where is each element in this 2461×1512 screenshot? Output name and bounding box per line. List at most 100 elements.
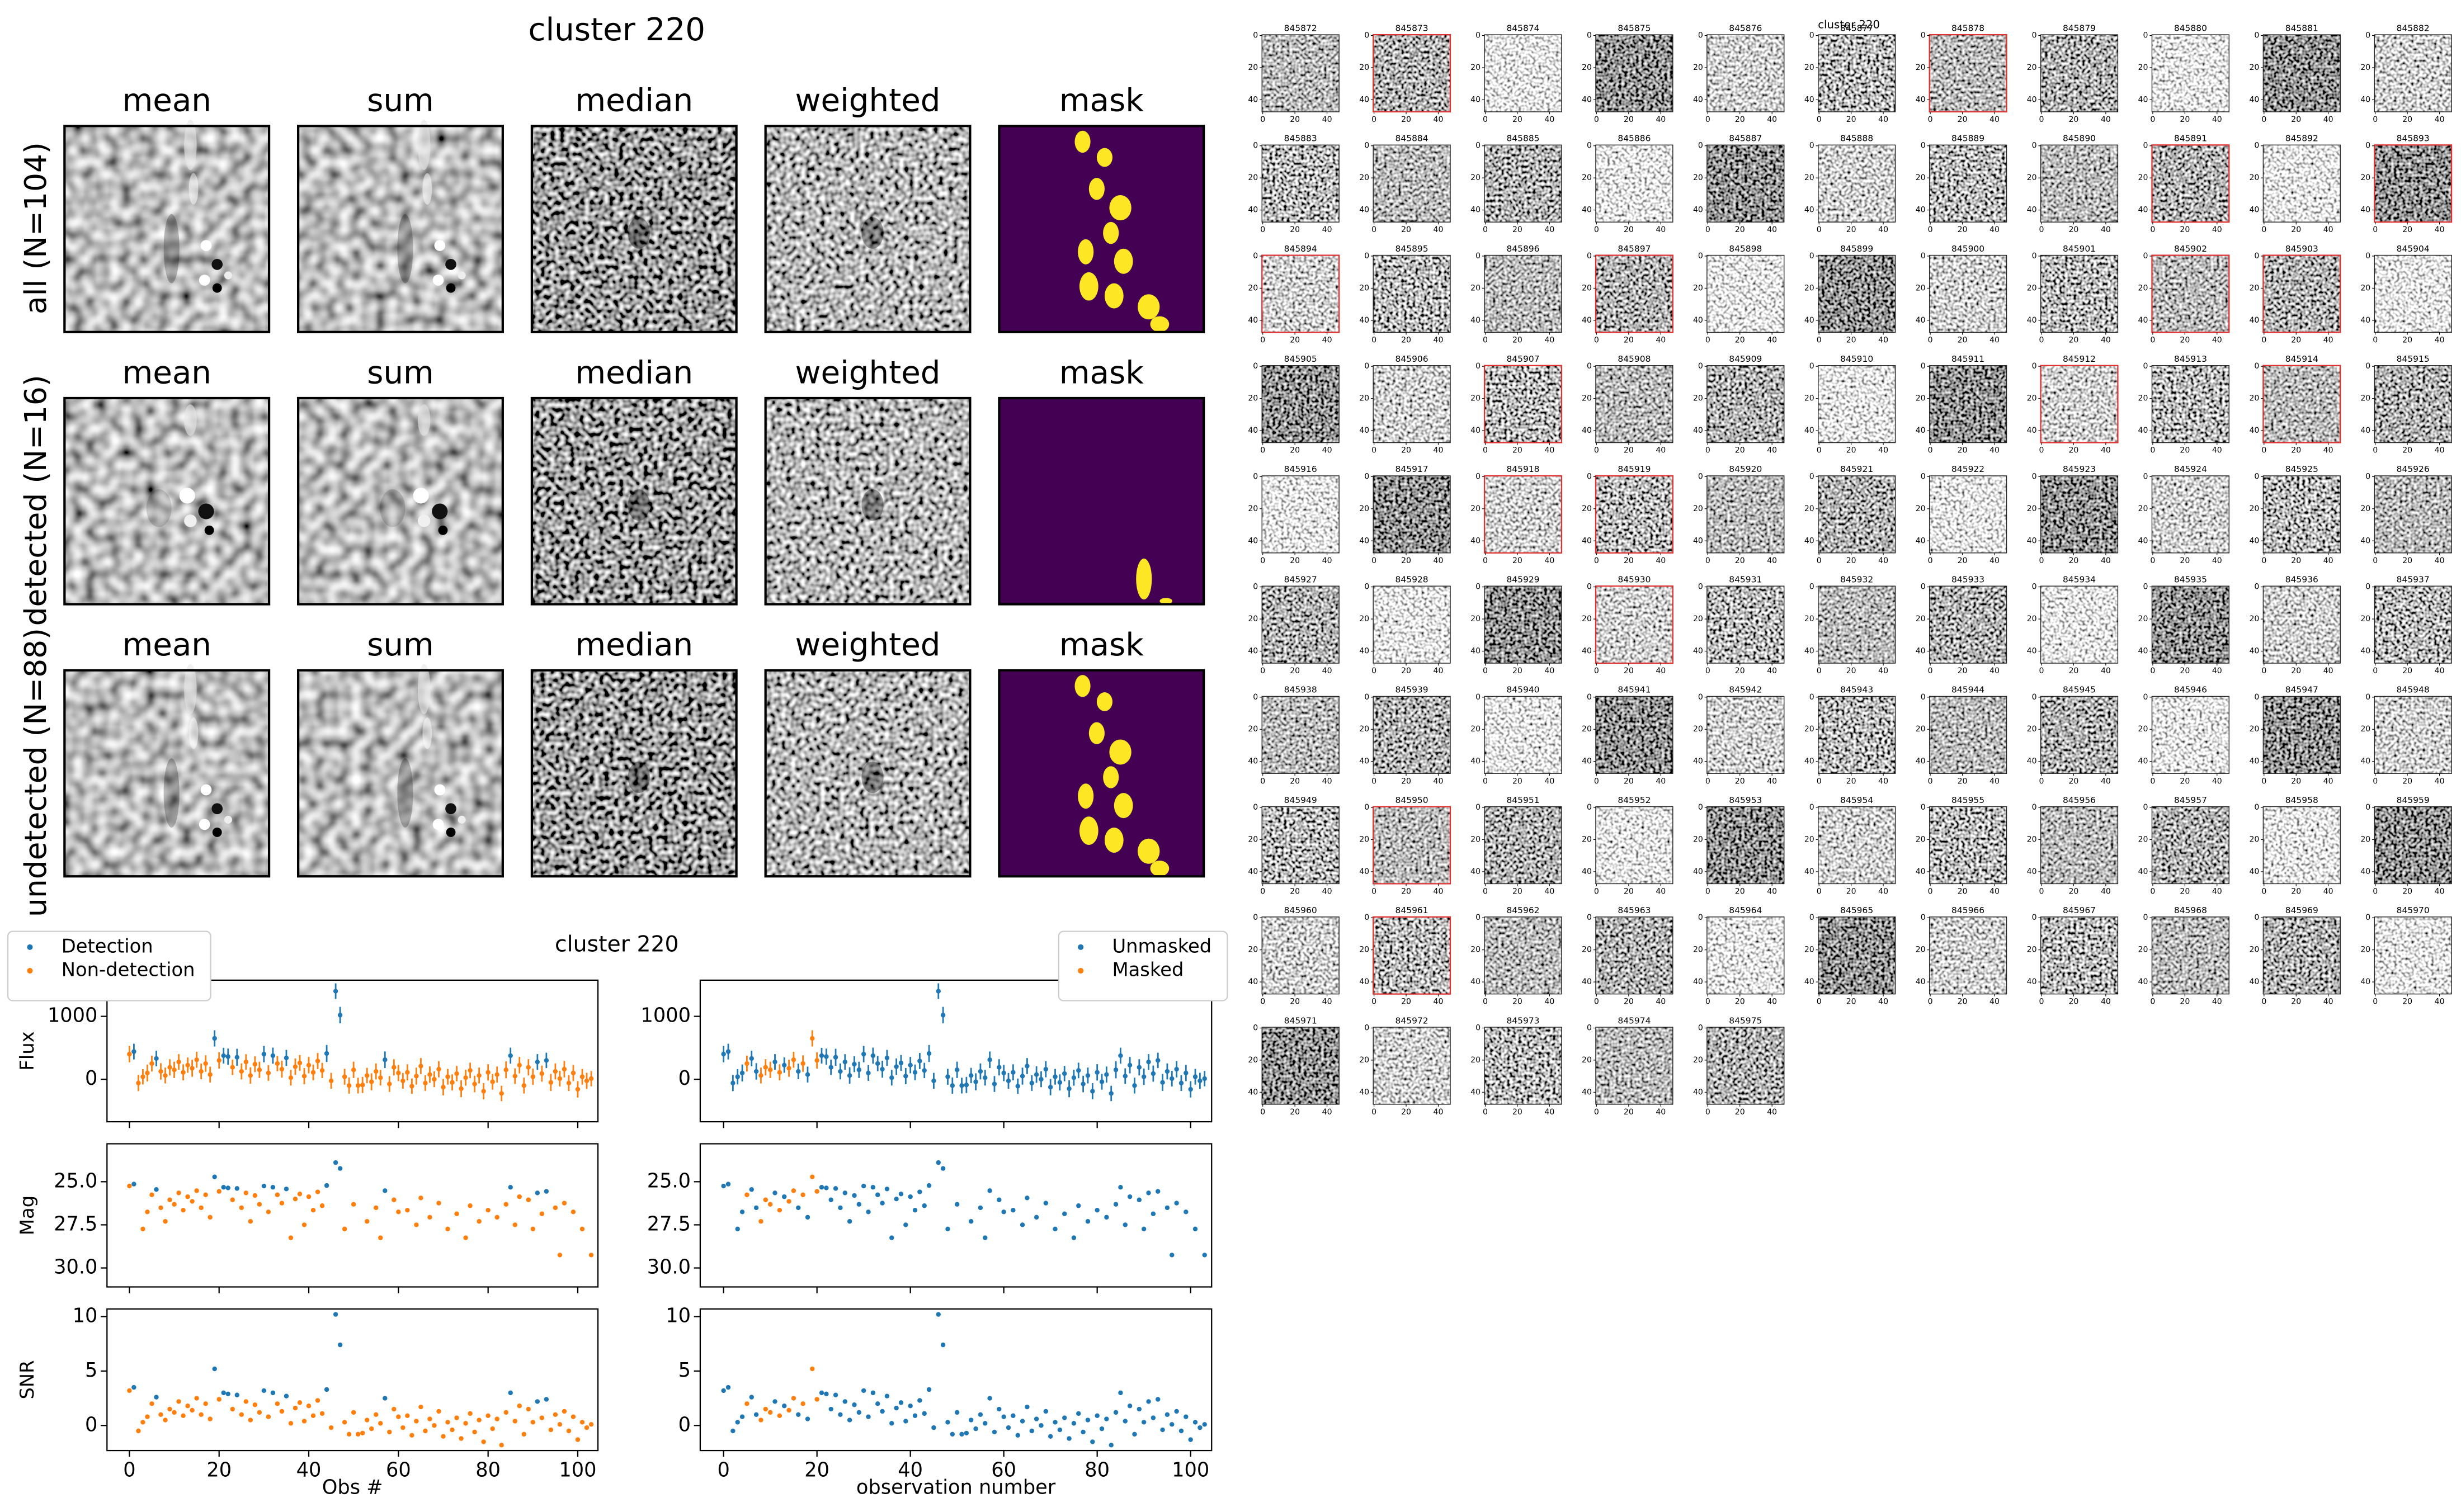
x-tick-label: 20 (1624, 556, 1634, 565)
point (459, 1436, 464, 1441)
point (203, 1061, 208, 1066)
point (767, 1410, 773, 1415)
row-label: undetected (N=88) (18, 628, 53, 917)
thumbnail-title: 845874 (1506, 23, 1539, 33)
y-tick-label: 20 (1693, 725, 1703, 734)
x-tick-label: 40 (1322, 667, 1332, 675)
point (248, 1418, 253, 1423)
x-tick-label: 40 (2435, 998, 2445, 1007)
point (842, 1399, 847, 1404)
thumbnail (1706, 586, 1784, 664)
point (781, 1062, 787, 1068)
point (418, 1064, 423, 1069)
y-tick-label: 40 (2138, 757, 2148, 766)
thumbnail-title: 845901 (2063, 244, 2096, 254)
x-tick-label: 20 (2402, 446, 2412, 455)
x-tick-label: 20 (1512, 667, 1522, 675)
y-tick-label: 20 (2360, 63, 2370, 72)
x-tick-label: 20 (1290, 1108, 1300, 1117)
point (194, 1396, 199, 1401)
y-tick-label: 0 (2365, 472, 2370, 481)
x-tick-label: 40 (1878, 225, 1888, 234)
y-tick-label: 40 (2249, 757, 2259, 766)
axes-frame (699, 1143, 1213, 1288)
point (824, 1391, 829, 1397)
thumbnail-title: 845908 (1618, 354, 1651, 364)
y-tick-label: 0 (2032, 31, 2037, 40)
point (767, 1202, 773, 1207)
y-tick-label: 20 (1248, 946, 1258, 955)
point (992, 1081, 997, 1086)
point (190, 1066, 195, 1071)
point (838, 1412, 843, 1418)
point (852, 1402, 857, 1407)
point (1202, 1253, 1207, 1258)
point (1034, 1072, 1039, 1077)
point (1043, 1066, 1049, 1072)
x-tick-label: 40 (1434, 225, 1444, 234)
x-tick-label: 40 (1656, 446, 1666, 455)
thumbnail-frame (1484, 144, 1562, 223)
panel-title: median (575, 355, 693, 391)
point (800, 1192, 805, 1197)
thumbnail-title: 845971 (1284, 1015, 1317, 1026)
point (997, 1406, 1002, 1412)
y-tick-label: 20 (1248, 725, 1258, 734)
point (508, 1390, 513, 1396)
x-tick-label: 20 (1958, 998, 1968, 1007)
thumbnail (1484, 806, 1562, 884)
x-tick-label: 0 (1260, 1108, 1265, 1117)
point (978, 1412, 983, 1418)
point (884, 1393, 890, 1398)
y-tick-label: 40 (1582, 536, 1592, 545)
point (548, 1080, 554, 1085)
point (959, 1431, 964, 1437)
image-frame (998, 125, 1205, 333)
x-tick-label: 40 (2101, 446, 2111, 455)
y-tick-label: 40 (1470, 316, 1481, 325)
y-tick-label: 20 (1359, 504, 1369, 513)
thumbnail (1706, 916, 1784, 994)
y-tick-label: 40 (1916, 426, 1926, 435)
point (279, 1201, 285, 1206)
x-tick-label: 20 (1401, 446, 1411, 455)
point (1146, 1059, 1151, 1065)
y-tick-label: 0 (1587, 1023, 1592, 1032)
y-tick-label: 0 (2143, 803, 2148, 812)
x-tick-label: 0 (1483, 225, 1488, 234)
image-feature (628, 761, 650, 793)
y-tick-label: 0 (2254, 141, 2259, 150)
y-tick-label: 20 (1693, 173, 1703, 182)
y-tick-label: 0 (85, 1067, 97, 1090)
point (791, 1396, 796, 1401)
y-tick-label: 40 (2249, 646, 2259, 655)
point (1029, 1080, 1034, 1086)
point (1123, 1419, 1128, 1424)
thumbnail (2040, 365, 2118, 443)
point (1127, 1062, 1133, 1068)
thumbnail-frame (2040, 254, 2119, 333)
point (526, 1065, 531, 1070)
point (454, 1071, 459, 1076)
y-tick-label: 40 (2360, 757, 2370, 766)
thumbnail-frame (1929, 365, 2007, 443)
point (725, 1049, 731, 1054)
y-tick-label: 0 (678, 1067, 691, 1090)
y-tick-label: 40 (1470, 206, 1481, 215)
point (557, 1076, 563, 1081)
point (270, 1053, 276, 1059)
x-tick-label: 20 (2291, 998, 2301, 1007)
point (324, 1387, 329, 1392)
point (1015, 1084, 1020, 1089)
y-tick-label: 20 (1248, 394, 1258, 403)
thumbnail (1595, 365, 1673, 443)
y-tick-label: 40 (1359, 426, 1369, 435)
x-tick-label: 20 (2180, 667, 2190, 675)
point (1095, 1413, 1100, 1418)
legend-box (7, 930, 211, 1001)
thumbnail-frame (1595, 144, 1673, 223)
y-tick-label: 20 (2027, 615, 2037, 623)
x-tick-label: 20 (1512, 115, 1522, 124)
